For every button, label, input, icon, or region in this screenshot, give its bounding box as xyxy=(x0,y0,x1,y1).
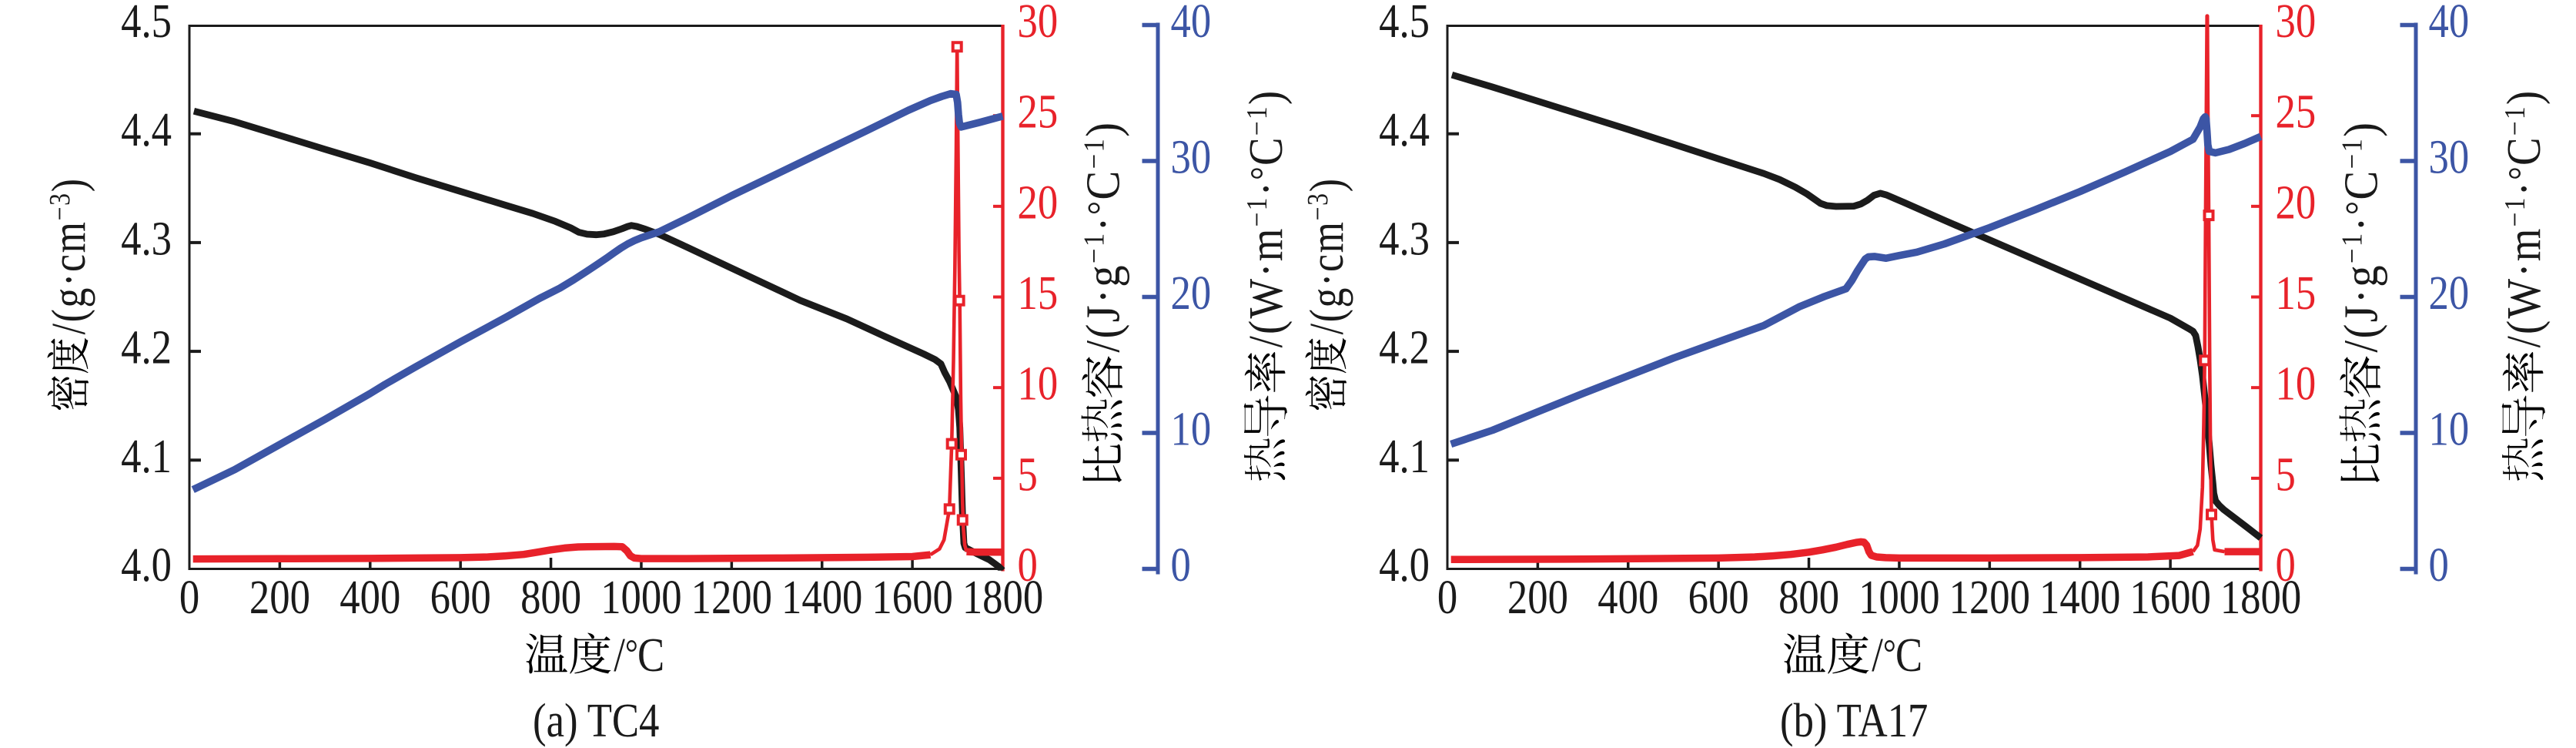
svg-text:600: 600 xyxy=(430,572,491,624)
svg-text:0: 0 xyxy=(1171,539,1191,592)
svg-text:1000: 1000 xyxy=(1858,572,1939,624)
svg-text:1800: 1800 xyxy=(2220,572,2301,624)
svg-text:4.4: 4.4 xyxy=(121,104,172,156)
svg-text:20: 20 xyxy=(2429,267,2470,320)
svg-text:/°C: /°C xyxy=(614,629,664,682)
svg-text:1800: 1800 xyxy=(962,572,1043,624)
svg-text:4.1: 4.1 xyxy=(121,431,172,483)
svg-text:4.0: 4.0 xyxy=(1379,539,1430,592)
svg-text:5: 5 xyxy=(1018,448,1038,501)
svg-text:10: 10 xyxy=(2429,404,2470,456)
svg-text:20: 20 xyxy=(2276,176,2317,229)
svg-text:4.5: 4.5 xyxy=(121,0,172,48)
svg-text:1000: 1000 xyxy=(601,572,681,624)
svg-text:0: 0 xyxy=(179,572,199,624)
svg-text:30: 30 xyxy=(2429,132,2470,184)
svg-text:30: 30 xyxy=(1171,132,1212,184)
svg-text:15: 15 xyxy=(1018,267,1059,320)
svg-text:10: 10 xyxy=(1018,358,1059,411)
svg-text:10: 10 xyxy=(1171,404,1212,456)
svg-text:800: 800 xyxy=(520,572,581,624)
svg-text:0: 0 xyxy=(2276,539,2296,592)
svg-text:4.2: 4.2 xyxy=(1379,322,1430,374)
svg-text:(a) TC4: (a) TC4 xyxy=(533,695,659,747)
svg-text:20: 20 xyxy=(1018,176,1059,229)
svg-text:4.2: 4.2 xyxy=(121,322,172,374)
svg-text:1400: 1400 xyxy=(2039,572,2120,624)
svg-text:0: 0 xyxy=(1437,572,1457,624)
svg-text:4.4: 4.4 xyxy=(1379,104,1430,156)
svg-text:1200: 1200 xyxy=(691,572,772,624)
svg-text:4.5: 4.5 xyxy=(1379,0,1430,48)
svg-text:10: 10 xyxy=(2276,358,2317,411)
svg-text:0: 0 xyxy=(2429,539,2449,592)
svg-text:400: 400 xyxy=(1597,572,1658,624)
svg-text:25: 25 xyxy=(1018,86,1059,139)
svg-text:5: 5 xyxy=(2276,448,2296,501)
svg-text:4.3: 4.3 xyxy=(121,213,172,266)
svg-text:400: 400 xyxy=(340,572,400,624)
svg-text:1400: 1400 xyxy=(781,572,862,624)
svg-text:1600: 1600 xyxy=(871,572,952,624)
svg-text:15: 15 xyxy=(2276,267,2317,320)
svg-text:0: 0 xyxy=(1018,539,1038,592)
svg-text:4.0: 4.0 xyxy=(121,539,172,592)
svg-text:1600: 1600 xyxy=(2129,572,2210,624)
svg-text:4.3: 4.3 xyxy=(1379,213,1430,266)
svg-text:600: 600 xyxy=(1688,572,1749,624)
svg-text:200: 200 xyxy=(249,572,310,624)
svg-text:40: 40 xyxy=(2429,0,2470,48)
svg-text:40: 40 xyxy=(1171,0,1212,48)
svg-text:/°C: /°C xyxy=(1872,629,1922,682)
svg-text:20: 20 xyxy=(1171,267,1212,320)
svg-text:800: 800 xyxy=(1778,572,1839,624)
svg-text:4.1: 4.1 xyxy=(1379,431,1430,483)
svg-text:30: 30 xyxy=(1018,0,1059,48)
svg-text:200: 200 xyxy=(1507,572,1568,624)
svg-text:25: 25 xyxy=(2276,86,2317,139)
svg-text:1200: 1200 xyxy=(1949,572,2030,624)
svg-text:(b) TA17: (b) TA17 xyxy=(1780,695,1928,747)
svg-text:30: 30 xyxy=(2276,0,2317,48)
